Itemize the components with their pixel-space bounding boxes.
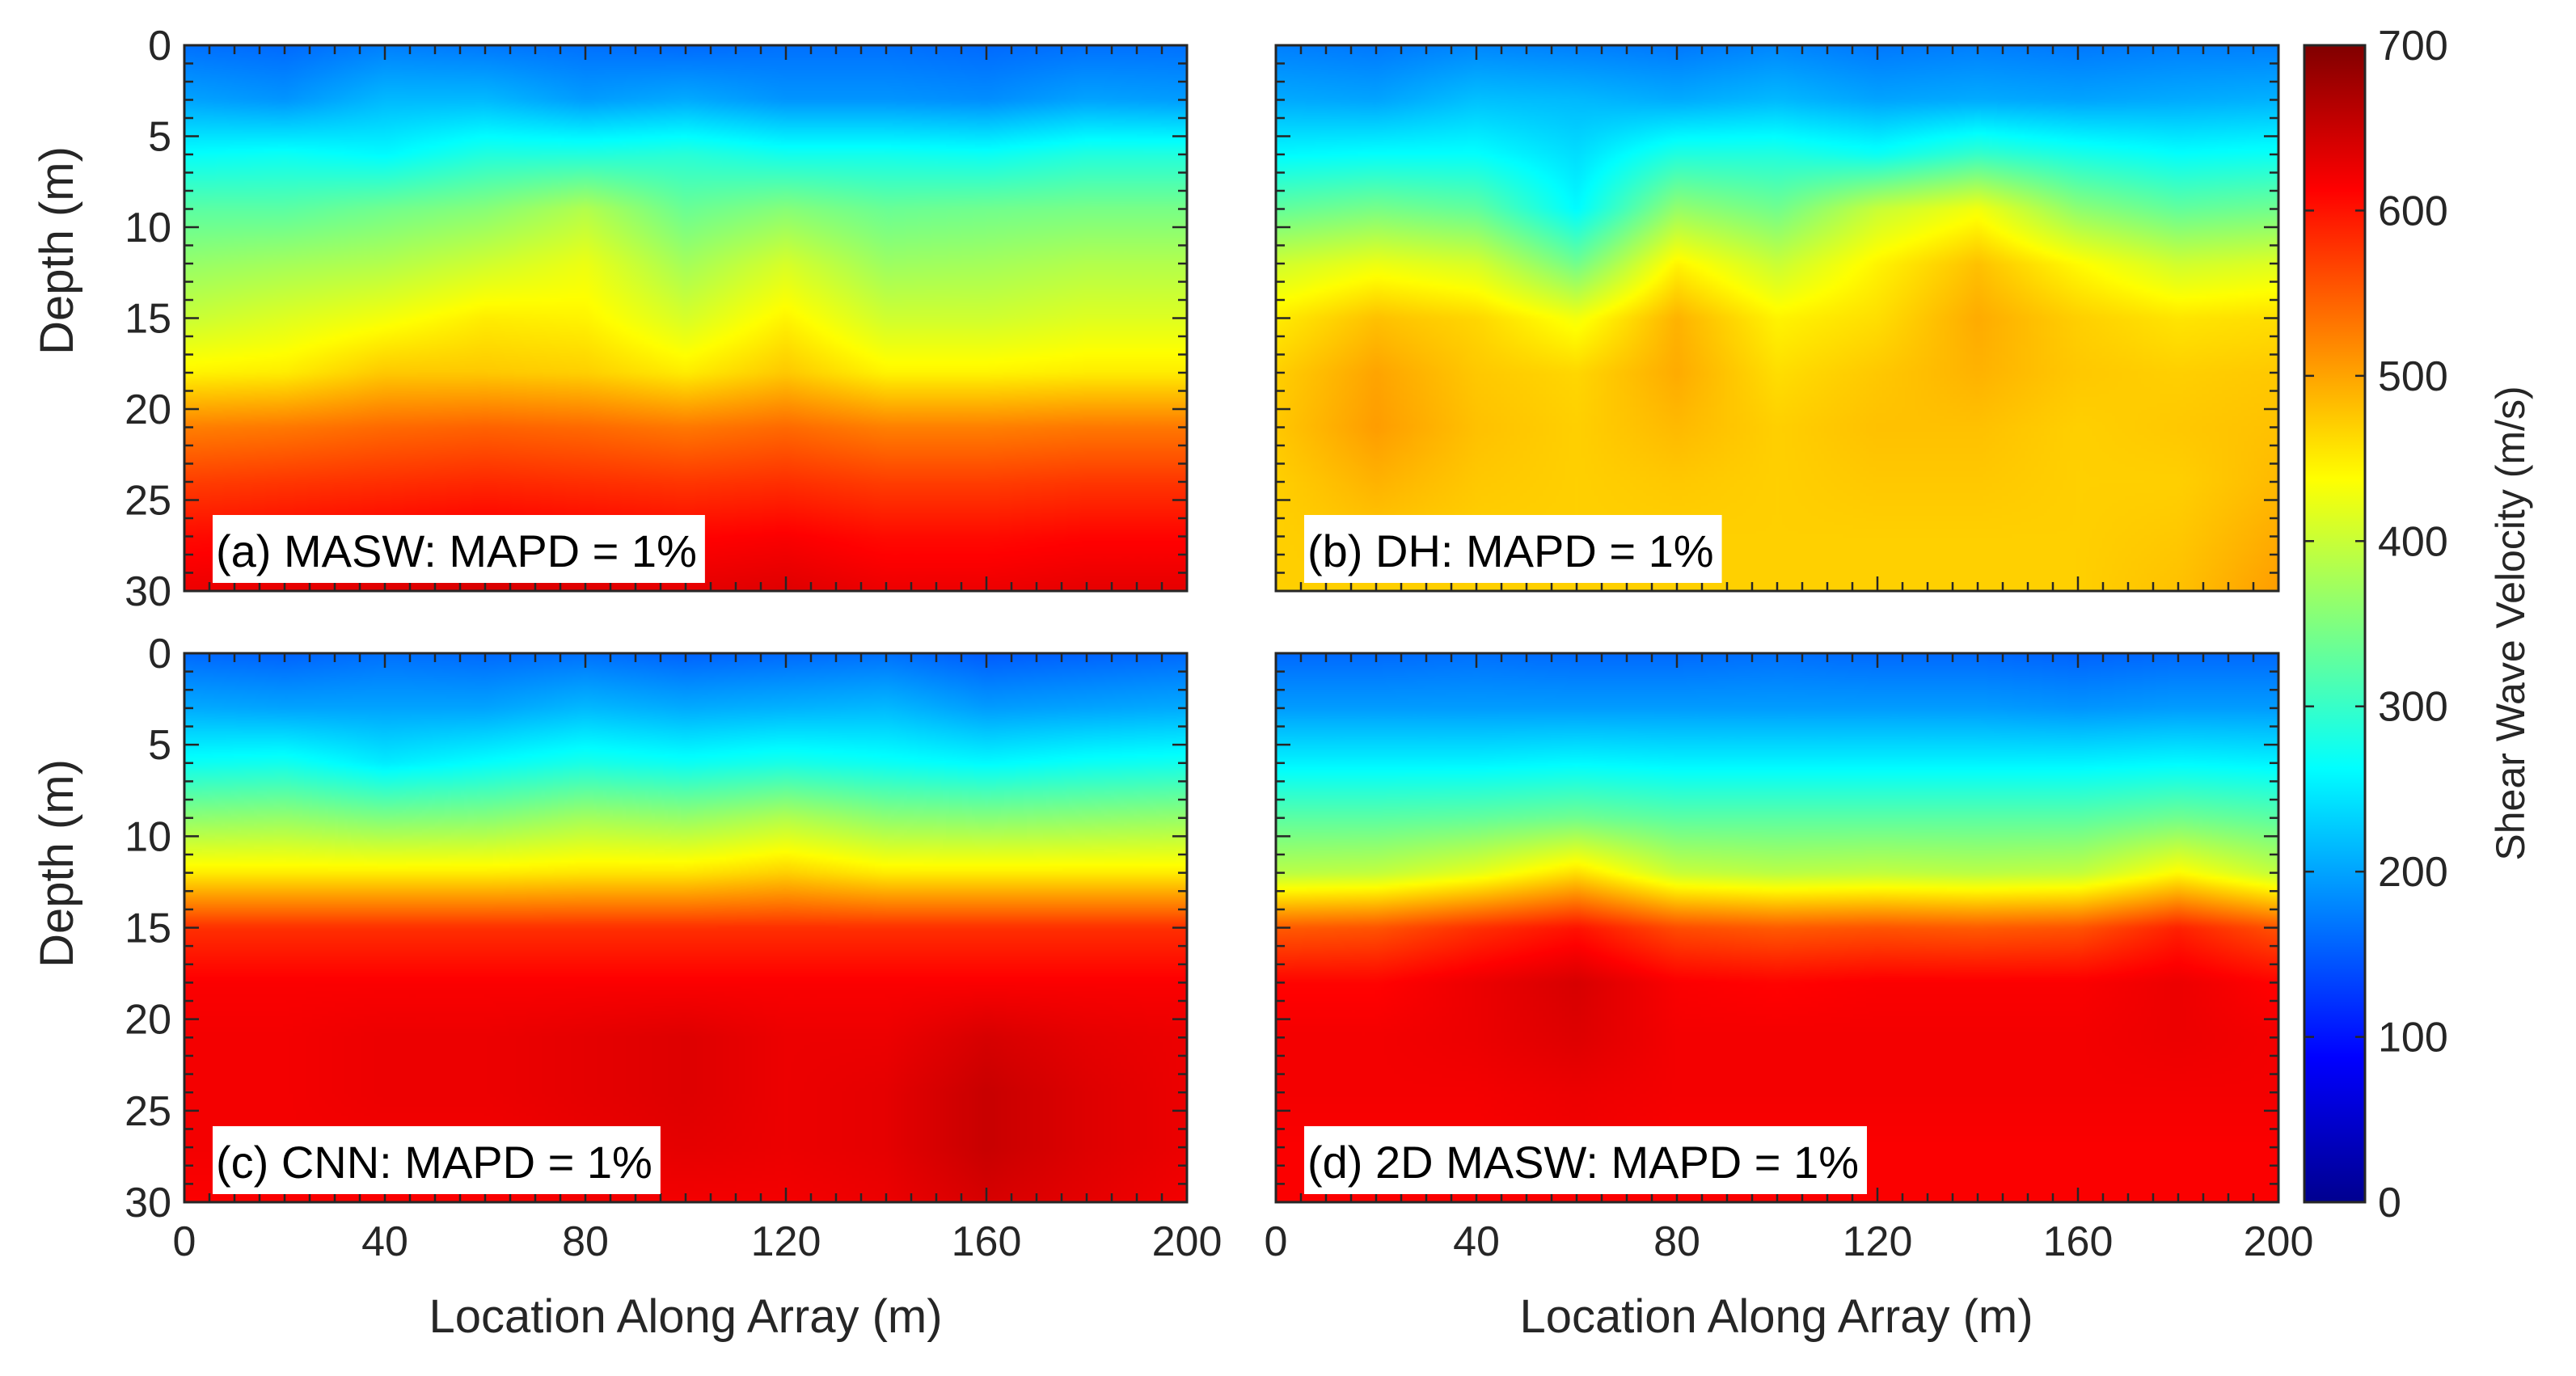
y-tick-label: 10 — [125, 813, 171, 860]
y-tick-label: 5 — [148, 722, 171, 769]
colorbar-tick-label: 300 — [2378, 684, 2448, 731]
panel-label-box-b — [1304, 515, 1722, 583]
y-tick-label: 25 — [125, 478, 171, 525]
colorbar-tick-label: 400 — [2378, 518, 2448, 565]
y-tick-label: 30 — [125, 568, 171, 615]
colorbar-label: Shear Wave Velocity (m/s) — [2488, 386, 2533, 860]
x-axis-label-right: Location Along Array (m) — [1519, 1290, 2033, 1343]
panel-label-d: (d) 2D MASW: MAPD = 1% — [1307, 1137, 1859, 1188]
y-tick-label: 15 — [125, 296, 171, 343]
colorbar-tick-label: 200 — [2378, 849, 2448, 896]
colorbar-gradient — [2303, 44, 2367, 1204]
x-tick-label: 80 — [562, 1218, 609, 1265]
colorbar-tick-label: 0 — [2378, 1180, 2401, 1226]
x-tick-label: 0 — [173, 1218, 196, 1265]
panel-d: 0 40 80 120 160 200 (d) 2D MASW: MAPD = 1% — [1265, 652, 2314, 1265]
y-axis-label-top: Depth (m) — [31, 146, 83, 355]
panel-label-box-c — [213, 1126, 661, 1194]
y-tick-label: 0 — [148, 631, 171, 677]
panel-label-b: (b) DH: MAPD = 1% — [1307, 525, 1714, 576]
heatmap-field-b — [1276, 45, 2278, 591]
x-tick-label: 40 — [1453, 1218, 1500, 1265]
x-tick-label: 0 — [1265, 1218, 1288, 1265]
y-tick-label: 25 — [125, 1088, 171, 1135]
y-axis-label-bottom: Depth (m) — [31, 759, 83, 968]
x-tick-label: 160 — [952, 1218, 1022, 1265]
y-tick-label: 15 — [125, 905, 171, 952]
panel-label-box-d — [1304, 1126, 1868, 1194]
y-tick-label: 20 — [125, 386, 171, 433]
colorbar-tick-label: 500 — [2378, 353, 2448, 400]
x-tick-label: 40 — [361, 1218, 408, 1265]
x-tick-label: 120 — [1843, 1218, 1913, 1265]
colorbar-tick-label: 700 — [2378, 23, 2448, 70]
panel-c: 0 40 80 120 160 200 0 5 10 15 20 25 30 (c) CNN: MAPD … — [125, 631, 1222, 1265]
x-tick-label: 80 — [1653, 1218, 1700, 1265]
y-tick-label: 30 — [125, 1180, 171, 1226]
y-tick-label: 10 — [125, 205, 171, 251]
x-tick-label: 160 — [2043, 1218, 2114, 1265]
panel-b: (b) DH: MAPD = 1% — [1274, 44, 2280, 593]
colorbar-tick-label: 600 — [2378, 188, 2448, 234]
y-tick-label: 0 — [148, 23, 171, 70]
x-axis-label-left: Location Along Array (m) — [429, 1290, 942, 1343]
panel-a: 0 5 10 15 20 25 30 (a) MASW: MAPD = 1% — [125, 23, 1189, 615]
heatmap-field-d — [1276, 653, 2278, 1202]
heatmap-field-a — [184, 45, 1187, 591]
x-tick-label: 200 — [2244, 1218, 2314, 1265]
colorbar-tick-label: 100 — [2378, 1015, 2448, 1062]
y-tick-label: 20 — [125, 997, 171, 1044]
x-tick-label: 200 — [1152, 1218, 1223, 1265]
colorbar: 0 100 200 300 400 500 600 700 — [2303, 23, 2448, 1226]
panel-label-a: (a) MASW: MAPD = 1% — [216, 525, 697, 576]
x-tick-label: 120 — [751, 1218, 821, 1265]
heatmap-field-c — [184, 653, 1187, 1202]
panel-label-box-a — [213, 515, 705, 583]
panel-label-c: (c) CNN: MAPD = 1% — [216, 1137, 652, 1188]
y-tick-label: 5 — [148, 114, 171, 161]
